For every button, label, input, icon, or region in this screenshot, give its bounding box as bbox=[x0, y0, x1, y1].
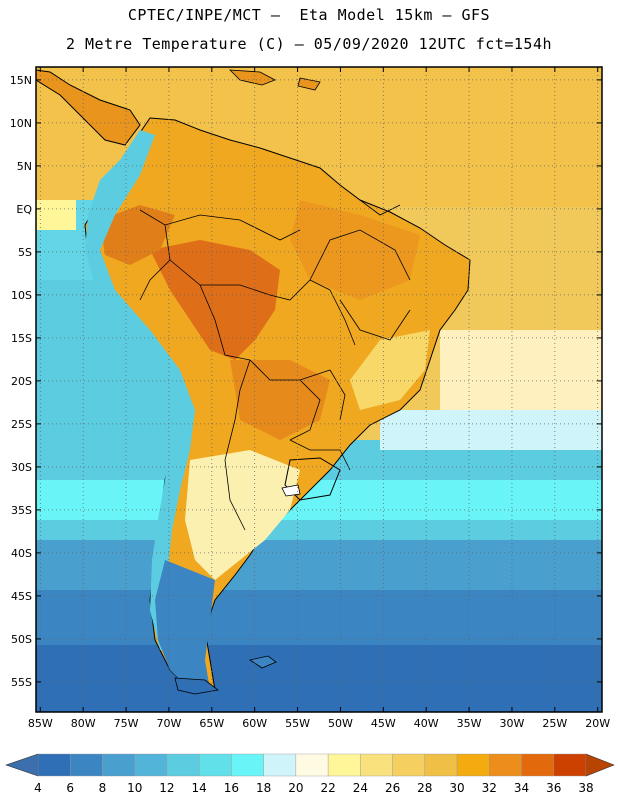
ocean-atlantic-pale bbox=[440, 330, 602, 410]
map-field bbox=[36, 67, 602, 712]
colorbar-swatch bbox=[198, 753, 232, 777]
ocean-atlantic-lightblue bbox=[380, 410, 602, 450]
colorbar-label: 16 bbox=[224, 781, 239, 795]
east-coast-pale bbox=[350, 330, 430, 410]
colorbar-swatch bbox=[70, 753, 103, 777]
ocean-polar bbox=[36, 645, 602, 712]
rio-de-la-plata-island bbox=[281, 484, 301, 497]
lon-tick-label: 40W bbox=[414, 717, 439, 730]
lat-tick-label: 50S bbox=[11, 633, 32, 646]
chart-subtitle: 2 Metre Temperature (C) – 05/09/2020 12U… bbox=[65, 35, 553, 53]
tierra-del-fuego bbox=[174, 677, 219, 695]
latitude-labels: 15N 10N 5N EQ 5S 10S 15S 20S 25S 30S 35S 40S 45S 50S 5… bbox=[10, 74, 33, 689]
lon-tick-label: 60W bbox=[242, 717, 267, 730]
lon-tick-label: 70W bbox=[156, 717, 181, 730]
colorbar-label: 4 bbox=[34, 781, 42, 795]
country-borders bbox=[139, 199, 411, 531]
colorbar-label: 28 bbox=[417, 781, 432, 795]
colorbar-label: 32 bbox=[482, 781, 497, 795]
colorbar-high-arrow bbox=[585, 753, 615, 777]
lat-tick-label: 5N bbox=[17, 160, 32, 173]
colorbar-swatch bbox=[263, 753, 297, 777]
lat-tick-label: 5S bbox=[18, 246, 32, 259]
colorbar-label: 12 bbox=[159, 781, 174, 795]
lat-tick-label: 20S bbox=[11, 375, 32, 388]
colorbar-label: 36 bbox=[546, 781, 561, 795]
patagonia-cool bbox=[155, 560, 215, 690]
colorbar-label: 14 bbox=[192, 781, 207, 795]
lon-tick-label: 65W bbox=[199, 717, 224, 730]
lat-tick-label: 45S bbox=[11, 590, 32, 603]
colorbar-label: 26 bbox=[385, 781, 400, 795]
southern-cone-pale bbox=[185, 450, 300, 580]
colorbar-swatch bbox=[102, 753, 135, 777]
colorbar-swatch bbox=[489, 753, 522, 777]
colorbar-label: 24 bbox=[353, 781, 368, 795]
colorbar-label: 8 bbox=[99, 781, 107, 795]
colorbar-label: 30 bbox=[449, 781, 464, 795]
lat-tick-label: 35S bbox=[11, 504, 32, 517]
lon-tick-label: 50W bbox=[328, 717, 353, 730]
ocean-equator-pale bbox=[36, 200, 76, 230]
colorbar-swatch bbox=[392, 753, 426, 777]
uruguay-outline bbox=[284, 457, 341, 501]
colorbar-label: 10 bbox=[127, 781, 142, 795]
map-frame bbox=[35, 66, 603, 713]
axis-ticks bbox=[36, 67, 602, 712]
colorbar-label: 18 bbox=[256, 781, 271, 795]
lat-tick-label: 55S bbox=[11, 676, 32, 689]
colorbar-swatch bbox=[231, 753, 264, 777]
lon-tick-label: 35W bbox=[457, 717, 482, 730]
lon-tick-label: 45W bbox=[371, 717, 396, 730]
lat-tick-label: 15N bbox=[10, 74, 32, 87]
falkland-islands bbox=[248, 655, 277, 669]
chart-title: CPTEC/INPE/MCT – Eta Model 15km – GFS bbox=[127, 6, 491, 24]
colorbar-swatch bbox=[134, 753, 168, 777]
colorbar-swatch bbox=[327, 753, 361, 777]
lat-tick-label: 10S bbox=[11, 289, 32, 302]
lon-tick-label: 75W bbox=[114, 717, 139, 730]
colorbar-swatch bbox=[553, 753, 587, 777]
colorbar-label: 38 bbox=[578, 781, 593, 795]
colorbar-label: 22 bbox=[320, 781, 335, 795]
lat-tick-label: 30S bbox=[11, 461, 32, 474]
colorbar-swatch bbox=[456, 753, 490, 777]
colorbar-label: 20 bbox=[288, 781, 303, 795]
longitude-labels: 85W 80W 75W 70W 65W 60W 55W 50W 45W 40W 35W 30W 25W 2… bbox=[28, 717, 610, 730]
colorbar-low-arrow bbox=[5, 753, 39, 777]
colorbar-swatch bbox=[424, 753, 458, 777]
lat-tick-label: EQ bbox=[16, 203, 32, 216]
colorbar-swatch bbox=[521, 753, 554, 777]
colorbar-swatch bbox=[360, 753, 393, 777]
colorbar-labels: 4 6 8 10 12 14 16 18 20 22 24 26 28 30 32 34 36 38 bbox=[34, 781, 593, 795]
lat-tick-label: 25S bbox=[11, 418, 32, 431]
lat-tick-label: 40S bbox=[11, 547, 32, 560]
ocean-far-south bbox=[36, 590, 602, 650]
ocean-cyan-band bbox=[36, 480, 602, 520]
lon-tick-label: 25W bbox=[542, 717, 567, 730]
colorbar-swatch bbox=[37, 753, 71, 777]
lat-tick-label: 10N bbox=[10, 117, 32, 130]
colorbar-swatch bbox=[295, 753, 329, 777]
colorbar-label: 34 bbox=[514, 781, 529, 795]
colorbar-swatch bbox=[166, 753, 200, 777]
colorbar-label: 6 bbox=[66, 781, 74, 795]
lon-tick-label: 20W bbox=[585, 717, 610, 730]
lon-tick-label: 85W bbox=[28, 717, 53, 730]
lon-tick-label: 55W bbox=[285, 717, 310, 730]
lon-tick-label: 30W bbox=[500, 717, 525, 730]
central-america-land bbox=[36, 69, 141, 146]
colorbar bbox=[5, 753, 615, 777]
northeast-warm bbox=[290, 200, 420, 300]
andes-cool-strip bbox=[85, 130, 195, 650]
lat-tick-label: 15S bbox=[11, 332, 32, 345]
lon-tick-label: 80W bbox=[71, 717, 96, 730]
